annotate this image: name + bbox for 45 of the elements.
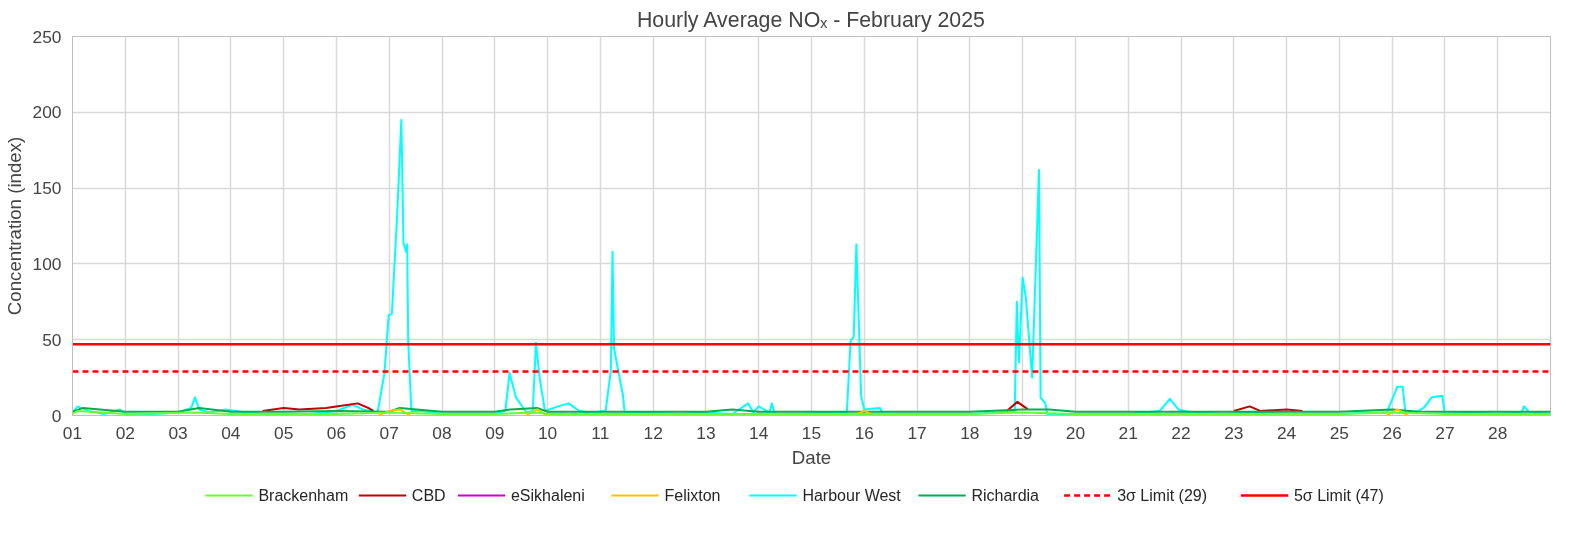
y-tick-label: 50	[42, 329, 62, 350]
y-axis-title: Concentration (index)	[3, 136, 25, 316]
x-tick-label: 28	[1488, 422, 1508, 443]
x-tick-label: 06	[326, 422, 347, 443]
x-tick-label: 21	[1118, 422, 1138, 443]
x-axis-title: Date	[791, 446, 832, 468]
x-tick-label: 11	[591, 422, 610, 443]
legend-label: 3σ Limit (29)	[1117, 487, 1208, 504]
x-tick-label: 22	[1171, 422, 1191, 443]
x-tick-label: 12	[643, 422, 663, 443]
legend-label: 5σ Limit (47)	[1293, 487, 1384, 504]
x-tick-label: 04	[221, 422, 241, 443]
x-tick-label: 13	[696, 422, 716, 443]
x-tick-label: 07	[379, 422, 399, 443]
y-tick-label: 150	[32, 178, 62, 199]
x-tick-label: 25	[1329, 422, 1349, 443]
x-tick-label: 23	[1224, 422, 1244, 443]
x-tick-label: 24	[1276, 422, 1297, 443]
legend-label: Brackenham	[258, 487, 349, 504]
legend-label: eSikhaleni	[510, 487, 585, 504]
legend-label: Harbour West	[802, 487, 902, 504]
legend-label: CBD	[411, 487, 446, 504]
x-tick-label: 03	[168, 422, 188, 443]
x-tick-label: 14	[749, 422, 769, 443]
y-tick-label: 250	[32, 26, 62, 47]
legend-label: Felixton	[664, 487, 721, 504]
x-tick-label: 02	[115, 422, 135, 443]
legend-label: Richardia	[971, 487, 1040, 504]
x-tick-label: 10	[537, 422, 558, 443]
chart-title: Hourly Average NOₓ - February 2025	[636, 7, 985, 32]
x-tick-label: 20	[1065, 422, 1086, 443]
x-tick-label: 16	[854, 422, 874, 443]
x-tick-label: 15	[801, 422, 822, 443]
x-tick-label: 19	[1013, 422, 1033, 443]
y-tick-label: 100	[32, 253, 62, 274]
x-tick-label: 01	[62, 422, 83, 443]
x-tick-label: 08	[432, 422, 452, 443]
x-tick-label: 26	[1382, 422, 1402, 443]
x-tick-label: 18	[960, 422, 980, 443]
x-tick-label: 09	[485, 422, 505, 443]
x-tick-label: 17	[907, 422, 927, 443]
y-tick-label: 200	[32, 102, 62, 123]
y-tick-label: 0	[51, 405, 62, 426]
x-tick-label: 27	[1435, 422, 1455, 443]
x-tick-label: 05	[274, 422, 294, 443]
